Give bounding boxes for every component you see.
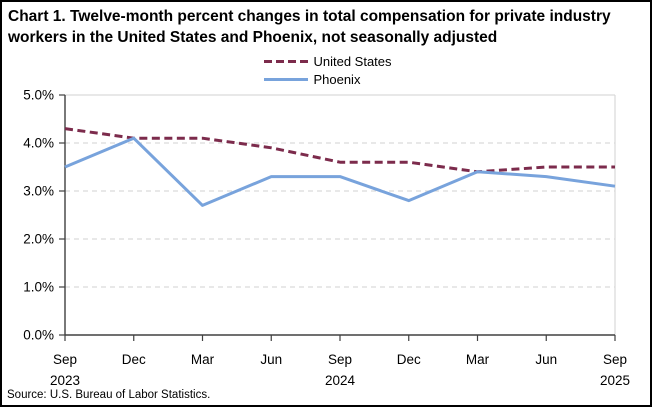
x-tick-label: Dec [397, 352, 421, 367]
x-tick-label: Jun [260, 352, 282, 367]
x-tick-label: Sep [53, 352, 77, 367]
y-tick-label: 5.0% [23, 88, 54, 103]
phoenix-line [64, 136, 616, 207]
united-states-line [64, 127, 615, 174]
legend-label-phoenix: Phoenix [313, 72, 361, 87]
x-tick-label: 2024 [325, 373, 356, 388]
legend-label-united-states: United States [313, 54, 392, 69]
source-note: Source: U.S. Bureau of Labor Statistics. [7, 389, 211, 401]
legend-items: United States Phoenix [264, 54, 392, 87]
x-tick-label: 2025 [600, 373, 630, 388]
chart-title: Chart 1. Twelve-month percent changes in… [8, 8, 611, 46]
legend-item-united-states: United States [264, 54, 392, 69]
x-tick-label: 2023 [50, 373, 80, 388]
y-tick-label: 1.0% [23, 280, 54, 295]
x-tick-label: Sep [328, 352, 352, 367]
phoenix-line-swatch-icon [264, 78, 309, 81]
y-tick-label: 0.0% [23, 328, 54, 343]
legend-item-phoenix: Phoenix [264, 72, 391, 87]
x-tick-label: Mar [466, 352, 490, 367]
y-tick-label: 2.0% [23, 232, 54, 247]
x-tick-label: Jun [535, 352, 557, 367]
legend: United States Phoenix [2, 54, 650, 87]
x-tick-label: Sep [603, 352, 627, 367]
y-tick-label: 4.0% [23, 136, 54, 151]
united-states-line-swatch-icon [264, 60, 309, 63]
x-tick-label: Mar [191, 352, 215, 367]
x-tick-label: Dec [122, 352, 146, 367]
y-tick-label: 3.0% [23, 184, 54, 199]
